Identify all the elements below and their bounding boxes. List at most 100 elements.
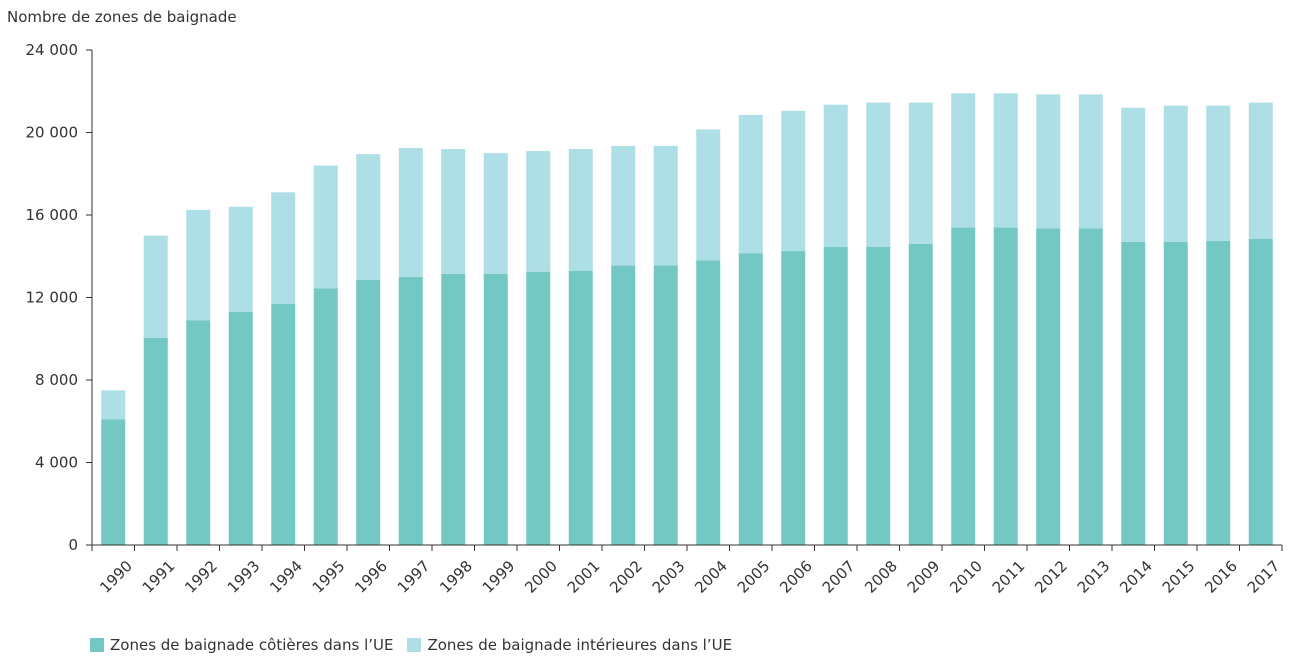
x-tick-label-2017: 2017 <box>1244 557 1284 597</box>
x-tick-label-2014: 2014 <box>1116 557 1156 597</box>
y-axis-title: Nombre de zones de baignade <box>7 8 237 26</box>
legend-swatch-coastal <box>90 638 104 652</box>
x-tick-label-2006: 2006 <box>776 557 816 597</box>
bar-coastal-2009 <box>908 243 933 546</box>
bar-coastal-2007 <box>823 246 848 545</box>
bar-coastal-2000 <box>526 271 551 545</box>
bar-coastal-2012 <box>1036 228 1061 545</box>
bar-coastal-1991 <box>143 337 168 545</box>
bar-inland-2017 <box>1248 102 1273 239</box>
bar-inland-2000 <box>526 151 551 272</box>
bar-coastal-1995 <box>313 288 338 545</box>
legend-item-coastal: Zones de baignade côtières dans l’UE <box>90 636 393 654</box>
y-tick-label: 12 000 <box>26 289 79 307</box>
bar-coastal-2015 <box>1163 241 1188 545</box>
bar-inland-2006 <box>781 110 806 252</box>
x-tick-label-2012: 2012 <box>1031 557 1071 597</box>
x-tick-label-1996: 1996 <box>351 557 391 597</box>
bar-inland-1995 <box>313 165 338 289</box>
bar-inland-2015 <box>1163 105 1188 242</box>
bar-coastal-1997 <box>398 276 423 546</box>
bar-inland-2012 <box>1036 94 1061 229</box>
x-tick-label-2007: 2007 <box>819 557 859 597</box>
bar-coastal-1993 <box>228 311 253 545</box>
bar-inland-2009 <box>908 102 933 244</box>
bar-coastal-1998 <box>441 273 466 545</box>
legend-label-coastal: Zones de baignade côtières dans l’UE <box>110 636 394 654</box>
bar-coastal-2002 <box>611 265 636 545</box>
x-tick-label-1990: 1990 <box>96 557 136 597</box>
bars-group <box>101 93 1273 546</box>
bar-coastal-2003 <box>653 265 678 545</box>
bar-coastal-1990 <box>101 419 126 545</box>
y-tick-label: 24 000 <box>26 41 79 59</box>
bar-inland-1993 <box>228 206 253 312</box>
bar-inland-2004 <box>696 129 721 261</box>
y-tick-label: 20 000 <box>26 124 79 142</box>
x-tick-label-1999: 1999 <box>479 557 519 597</box>
x-tick-label-2002: 2002 <box>606 557 646 597</box>
x-tick-label-2013: 2013 <box>1074 557 1114 597</box>
bar-inland-1998 <box>441 149 466 274</box>
x-tick-label-2000: 2000 <box>521 557 561 597</box>
x-tick-label-2004: 2004 <box>691 557 731 597</box>
x-tick-label-1991: 1991 <box>139 557 179 597</box>
bar-inland-2014 <box>1121 107 1146 242</box>
bar-coastal-1992 <box>186 320 211 545</box>
bar-inland-1991 <box>143 235 168 338</box>
bar-coastal-2006 <box>781 251 806 545</box>
bar-coastal-1996 <box>356 279 381 545</box>
bar-coastal-2014 <box>1121 241 1146 545</box>
x-tick-label-2010: 2010 <box>946 557 986 597</box>
legend-label-inland: Zones de baignade intérieures dans l’UE <box>427 636 733 654</box>
legend: Zones de baignade côtières dans l’UE Zon… <box>90 636 746 654</box>
bar-coastal-2017 <box>1248 238 1273 545</box>
x-tick-label-2016: 2016 <box>1201 557 1241 597</box>
bar-inland-2011 <box>993 93 1018 228</box>
x-tick-label-2008: 2008 <box>861 557 901 597</box>
x-tick-label-2009: 2009 <box>904 557 944 597</box>
bar-inland-1992 <box>186 209 211 321</box>
bar-inland-1999 <box>483 153 508 274</box>
bar-coastal-2010 <box>951 227 976 546</box>
x-tick-label-1992: 1992 <box>181 557 221 597</box>
x-tick-label-2011: 2011 <box>989 557 1029 597</box>
bar-inland-1990 <box>101 390 126 420</box>
x-tick-label-1993: 1993 <box>224 557 264 597</box>
bar-inland-2010 <box>951 93 976 228</box>
x-tick-label-2003: 2003 <box>649 557 689 597</box>
x-tick-label-1995: 1995 <box>309 557 349 597</box>
legend-swatch-inland <box>407 638 422 652</box>
bar-coastal-1999 <box>483 273 508 545</box>
bar-inland-2002 <box>611 145 636 266</box>
bar-coastal-1994 <box>271 303 296 545</box>
bar-inland-1994 <box>271 192 296 304</box>
bar-inland-2016 <box>1206 105 1231 241</box>
bar-coastal-2016 <box>1206 240 1231 545</box>
bar-inland-1997 <box>398 147 423 277</box>
bar-inland-1996 <box>356 154 381 280</box>
bar-inland-2001 <box>568 149 593 271</box>
bar-inland-2013 <box>1078 94 1103 229</box>
bar-inland-2003 <box>653 145 678 266</box>
x-tick-label-1998: 1998 <box>436 557 476 597</box>
x-tick-label-2015: 2015 <box>1159 557 1199 597</box>
x-tick-label-2005: 2005 <box>734 557 774 597</box>
bar-coastal-2011 <box>993 227 1018 546</box>
y-tick-label: 16 000 <box>26 206 79 224</box>
x-tick-label-2001: 2001 <box>564 557 604 597</box>
bar-coastal-2005 <box>738 253 763 545</box>
bar-inland-2007 <box>823 104 848 247</box>
y-tick-label: 8 000 <box>35 371 78 389</box>
x-tick-label-1994: 1994 <box>266 557 306 597</box>
y-tick-label: 4 000 <box>35 454 78 472</box>
bar-coastal-2001 <box>568 270 593 545</box>
bar-inland-2005 <box>738 114 763 254</box>
x-tick-label-1997: 1997 <box>394 557 434 597</box>
bar-coastal-2013 <box>1078 228 1103 545</box>
bar-coastal-2004 <box>696 260 721 546</box>
bar-inland-2008 <box>866 102 891 247</box>
bar-coastal-2008 <box>866 246 891 545</box>
legend-item-inland: Zones de baignade intérieures dans l’UE <box>407 636 732 654</box>
